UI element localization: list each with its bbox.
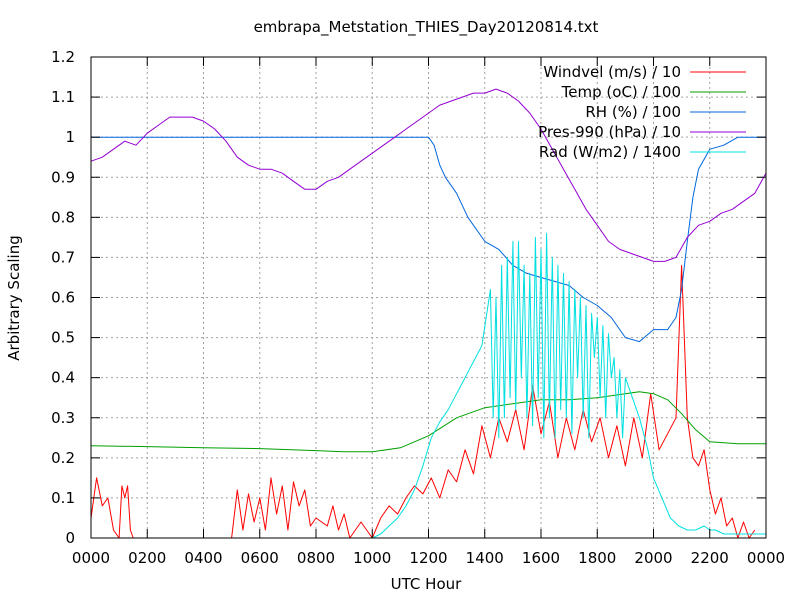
series-line-1 [90, 264, 756, 539]
legend-label: Pres-990 (hPa) / 10 [538, 123, 681, 141]
y-tick-label: 0.6 [51, 289, 75, 307]
x-axis-label: UTC Hour [391, 575, 462, 593]
ticks: 0 0.1 0.2 0.3 0.4 0.5 0.6 0.7 0.8 0.9 1 1.1 1.2 0000 0… [51, 48, 785, 567]
y-tick-label: 1.1 [51, 88, 75, 106]
legend-label: Temp (oC) / 100 [561, 83, 681, 101]
y-tick-label: 1.2 [51, 48, 75, 66]
chart-title: embrapa_Metstation_THIES_Day20120814.txt [254, 18, 599, 37]
x-tick-label: 1200 [409, 549, 447, 567]
series-layer [90, 88, 767, 539]
y-tick-label: 0.9 [51, 168, 75, 186]
series-line-4 [90, 88, 767, 262]
y-tick-label: 0.8 [51, 208, 75, 226]
legend-label: RH (%) / 100 [585, 103, 681, 121]
x-tick-label: 1400 [466, 549, 504, 567]
x-tick-label: 0400 [184, 549, 222, 567]
x-tick-label: 2200 [691, 549, 729, 567]
y-tick-label: 0.2 [51, 449, 75, 467]
legend-label: Rad (W/m2) / 1400 [539, 143, 681, 161]
x-tick-label: 1800 [578, 549, 616, 567]
x-tick-label: 2000 [634, 549, 672, 567]
legend: Windvel (m/s) / 10 Temp (oC) / 100 RH (%) … [538, 63, 746, 161]
y-axis-label: Arbitrary Scaling [5, 235, 23, 361]
x-tick-label: 0000 [72, 549, 110, 567]
x-tick-label: 0000 [747, 549, 785, 567]
y-tick-label: 0.4 [51, 369, 75, 387]
y-tick-label: 1 [65, 128, 75, 146]
y-tick-label: 0.3 [51, 409, 75, 427]
y-tick-label: 0.1 [51, 489, 75, 507]
series-line-5 [91, 232, 766, 539]
y-tick-label: 0.5 [51, 329, 75, 347]
x-tick-label: 1000 [353, 549, 391, 567]
x-tick-label: 0200 [128, 549, 166, 567]
x-tick-label: 0800 [297, 549, 335, 567]
y-tick-label: 0.7 [51, 248, 75, 266]
y-tick-label: 0 [65, 529, 75, 547]
legend-label: Windvel (m/s) / 10 [543, 63, 681, 81]
x-tick-label: 0600 [241, 549, 279, 567]
x-tick-label: 1600 [522, 549, 560, 567]
series-line-3 [91, 136, 766, 343]
